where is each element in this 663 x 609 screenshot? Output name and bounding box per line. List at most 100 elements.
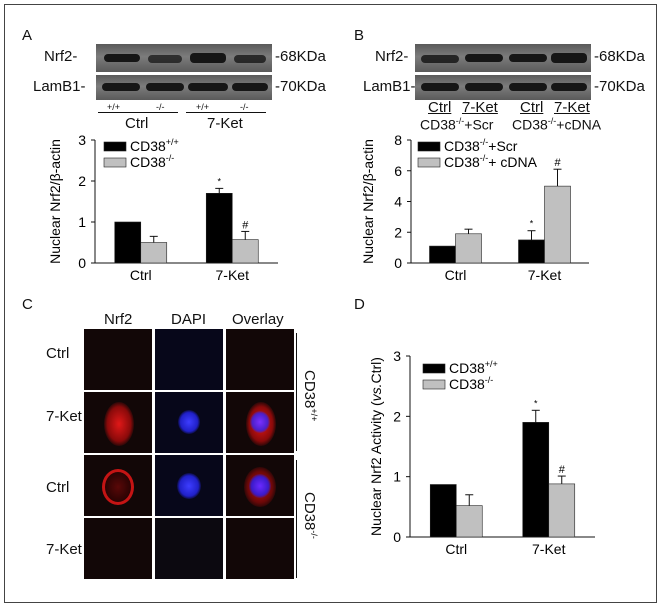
panel-b-lamb1-blot xyxy=(415,75,591,100)
panel-d-x-tick-label: Ctrl xyxy=(445,541,467,557)
panel-d-bar xyxy=(429,484,457,538)
image-dapi-7ket-ko xyxy=(155,518,223,579)
panel-b-bar xyxy=(544,185,571,264)
panel-a-letter: A xyxy=(22,27,33,44)
panel-d-bar xyxy=(522,422,550,538)
panel-a-annotation: * xyxy=(217,176,221,186)
microscopy-grid xyxy=(84,329,296,580)
panel-b-y-label: Nuclear Nrf2/β-actin xyxy=(360,139,376,264)
panel-b-legend-label: CD38-/-+Scr xyxy=(444,137,518,154)
image-dapi-7ket-wt xyxy=(155,392,223,453)
panel-d-legend-label: CD38-/- xyxy=(449,375,493,392)
panel-a-y-tick-label: 0 xyxy=(78,255,86,271)
panel-d-x-tick-label: 7-Ket xyxy=(532,541,566,557)
panel-c-row-ctrl-1: Ctrl xyxy=(46,345,70,362)
panel-c-col-dapi: DAPI xyxy=(171,311,207,328)
panel-b-group-7ket-1: 7-Ket xyxy=(462,99,498,116)
panel-a-legend-swatch xyxy=(103,141,127,152)
panel-a-lamb1-blot xyxy=(96,75,272,100)
image-nrf2-7ket-wt xyxy=(84,392,152,453)
panel-b-group-ctrl-1: Ctrl xyxy=(428,99,452,116)
panel-d-annotation: # xyxy=(559,464,566,476)
panel-a-y-label: Nuclear Nrf2/β-actin xyxy=(47,139,63,264)
panel-b-kda-70: -70KDa xyxy=(594,78,645,95)
panel-c-letter: C xyxy=(22,296,33,313)
panel-a-x-tick-label: Ctrl xyxy=(130,267,152,283)
panel-a-group-line-1 xyxy=(98,112,178,113)
panel-a-blot-row-lamb1: LamB1- xyxy=(33,78,86,95)
panel-d-y-label: Nuclear Nrf2 Activity (vs.Ctrl) xyxy=(368,357,384,536)
panel-a-y-tick-label: 2 xyxy=(78,173,86,189)
panel-a-y-tick-label: 1 xyxy=(78,214,86,230)
panel-c-row-7ket-2: 7-Ket xyxy=(46,541,82,558)
panel-a-genotype-3: +/+ xyxy=(196,102,210,112)
image-nrf2-ctrl-ko xyxy=(84,455,152,516)
panel-a-legend-label: CD38+/+ xyxy=(130,137,179,154)
panel-b-condition-scr: CD38-/-+Scr xyxy=(420,116,494,133)
panel-c-col-overlay: Overlay xyxy=(232,311,284,328)
panel-c-bracket-ko xyxy=(296,460,297,578)
panel-a-group-ctrl: Ctrl xyxy=(125,115,149,132)
panel-a-x-tick-label: 7-Ket xyxy=(216,267,250,283)
panel-b-y-tick-label: 6 xyxy=(394,163,402,179)
panel-b-nrf2-blot xyxy=(415,44,591,72)
panel-d-y-tick-label: 2 xyxy=(393,408,401,424)
panel-d-legend-swatch xyxy=(422,363,446,374)
image-overlay-ctrl-wt xyxy=(226,329,294,390)
panel-a-genotype-1: +/+ xyxy=(107,102,121,112)
panel-b-legend-swatch xyxy=(417,157,441,168)
image-overlay-7ket-ko xyxy=(226,518,294,579)
panel-b-annotation: * xyxy=(530,219,534,229)
panel-b-y-tick-label: 4 xyxy=(394,194,402,210)
panel-a-kda-68: -68KDa xyxy=(275,48,326,65)
panel-d-bar xyxy=(455,505,483,538)
panel-a-legend-label: CD38-/- xyxy=(130,153,174,170)
panel-c-row-7ket-1: 7-Ket xyxy=(46,408,82,425)
panel-b-legend-label: CD38-/-+ cDNA xyxy=(444,153,538,170)
panel-a-bar xyxy=(205,193,233,264)
panel-c-row-ctrl-2: Ctrl xyxy=(46,479,70,496)
panel-d-legend-swatch xyxy=(422,379,446,390)
panel-b-y-tick-label: 0 xyxy=(394,255,402,271)
panel-b-y-tick-label: 2 xyxy=(394,224,402,240)
panel-a-annotation: # xyxy=(242,219,249,231)
image-nrf2-ctrl-wt xyxy=(84,329,152,390)
panel-d-bar xyxy=(548,483,576,538)
image-overlay-7ket-wt xyxy=(226,392,294,453)
panel-a-nrf2-blot xyxy=(96,44,272,72)
panel-d-y-tick-label: 1 xyxy=(393,469,401,485)
panel-d-y-tick-label: 0 xyxy=(393,529,401,545)
panel-b-letter: B xyxy=(354,27,365,44)
panel-b-blot-row-lamb1: LamB1- xyxy=(363,78,416,95)
panel-a-blot-row-nrf2: Nrf2- xyxy=(44,48,78,65)
panel-c-col-nrf2: Nrf2 xyxy=(104,311,133,328)
panel-b-y-tick-label: 8 xyxy=(394,132,402,148)
panel-b-annotation: # xyxy=(554,157,561,169)
panel-b-x-tick-label: 7-Ket xyxy=(528,267,562,283)
panel-a-kda-70: -70KDa xyxy=(275,78,326,95)
panel-b-condition-cdna: CD38-/-+cDNA xyxy=(512,116,602,133)
panel-d-annotation: * xyxy=(534,398,538,408)
panel-d-y-tick-label: 3 xyxy=(393,348,401,364)
image-dapi-ctrl-wt xyxy=(155,329,223,390)
panel-a-group-7ket: 7-Ket xyxy=(207,115,243,132)
image-overlay-ctrl-ko xyxy=(226,455,294,516)
image-nrf2-7ket-ko xyxy=(84,518,152,579)
panel-a-y-tick-label: 3 xyxy=(78,132,86,148)
panel-b-group-7ket-2: 7-Ket xyxy=(554,99,590,116)
panel-a-legend-swatch xyxy=(103,157,127,168)
panel-b-group-ctrl-2: Ctrl xyxy=(520,99,544,116)
panel-a-genotype-2: -/- xyxy=(156,102,165,112)
figure-frame xyxy=(4,4,657,603)
panel-b-kda-68: -68KDa xyxy=(594,48,645,65)
panel-b-blot-row-nrf2: Nrf2- xyxy=(375,48,409,65)
panel-d-letter: D xyxy=(354,296,365,313)
image-dapi-ctrl-ko xyxy=(155,455,223,516)
panel-d-legend-label: CD38+/+ xyxy=(449,359,498,376)
panel-b-legend-swatch xyxy=(417,141,441,152)
panel-a-group-line-2 xyxy=(186,112,266,113)
panel-a-genotype-4: -/- xyxy=(240,102,249,112)
